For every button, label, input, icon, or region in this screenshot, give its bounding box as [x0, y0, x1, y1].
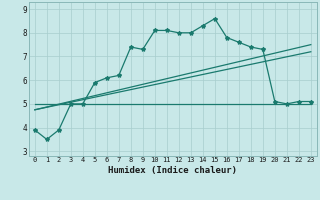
X-axis label: Humidex (Indice chaleur): Humidex (Indice chaleur)	[108, 166, 237, 175]
